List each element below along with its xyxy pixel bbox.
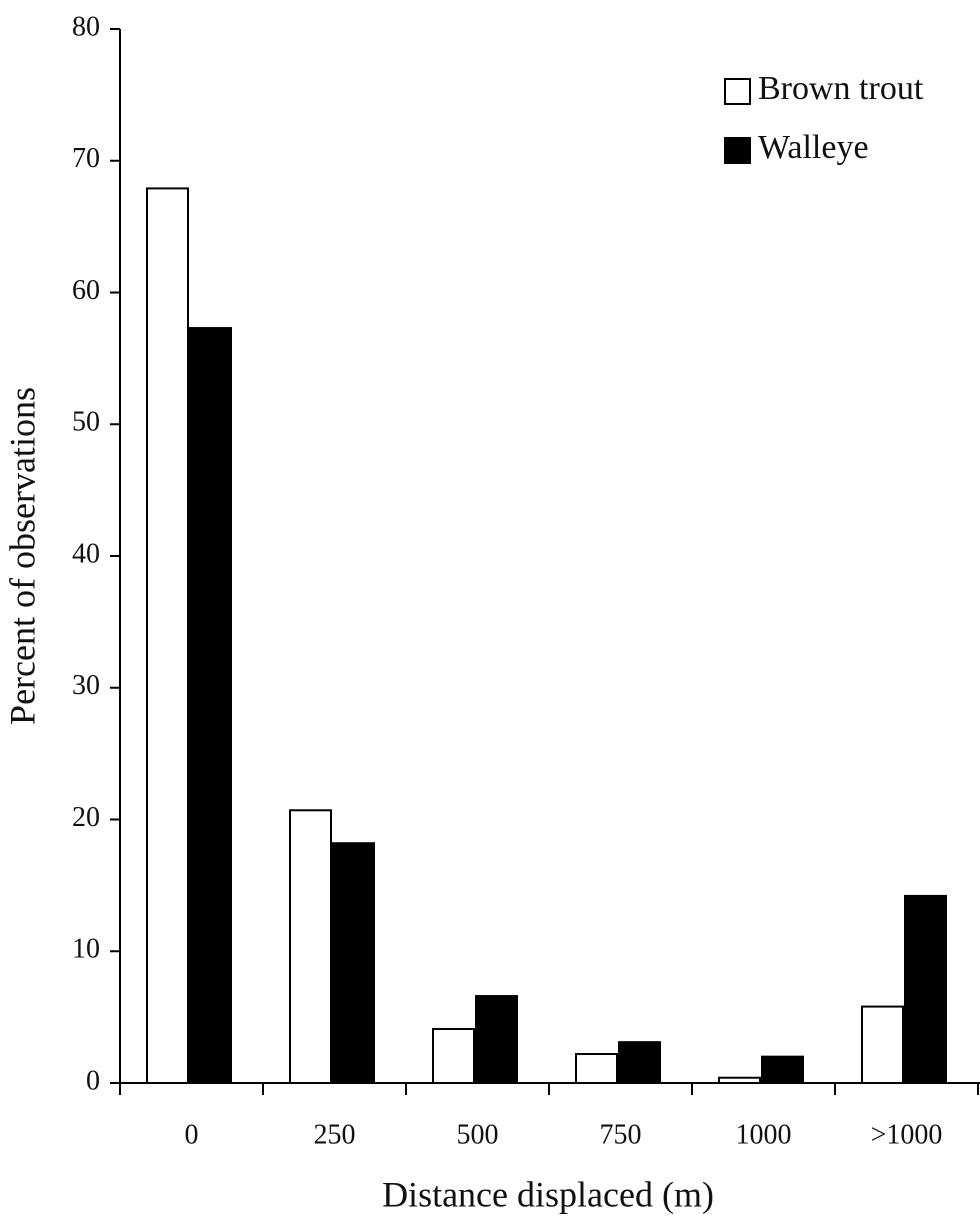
x-tick-label: >1000 [871, 1119, 943, 1150]
y-tick-label: 0 [86, 1065, 100, 1096]
y-axis-title: Percent of observations [2, 387, 42, 725]
legend-swatch [724, 137, 751, 164]
y-tick-label: 20 [72, 802, 100, 833]
bar [189, 327, 232, 1084]
y-tick-label: 60 [72, 275, 100, 306]
x-tick-label: 250 [314, 1119, 356, 1150]
bar [718, 1076, 761, 1084]
y-tick-label: 10 [72, 934, 100, 965]
y-tick-label: 50 [72, 407, 100, 438]
legend-swatch [724, 78, 751, 105]
y-tick-label: 70 [72, 143, 100, 174]
bar [575, 1053, 618, 1085]
x-tick-label: 0 [185, 1119, 199, 1150]
bar [618, 1041, 661, 1084]
bar [761, 1055, 804, 1085]
y-tick-label: 40 [72, 538, 100, 569]
x-tick-label: 500 [457, 1119, 499, 1150]
x-tick-label: 750 [600, 1119, 642, 1150]
x-tick-label: 1000 [736, 1119, 792, 1150]
y-tick-label: 30 [72, 670, 100, 701]
bar [904, 894, 947, 1084]
legend-label: Walleye [758, 129, 869, 166]
bar [861, 1005, 904, 1085]
bar [432, 1027, 475, 1085]
bar [146, 187, 189, 1085]
x-axis-title: Distance displaced (m) [382, 1174, 714, 1214]
bar [289, 809, 332, 1085]
bar [332, 842, 375, 1085]
y-tick-label: 80 [72, 11, 100, 42]
legend-label: Brown trout [758, 70, 924, 107]
bar [475, 995, 518, 1084]
